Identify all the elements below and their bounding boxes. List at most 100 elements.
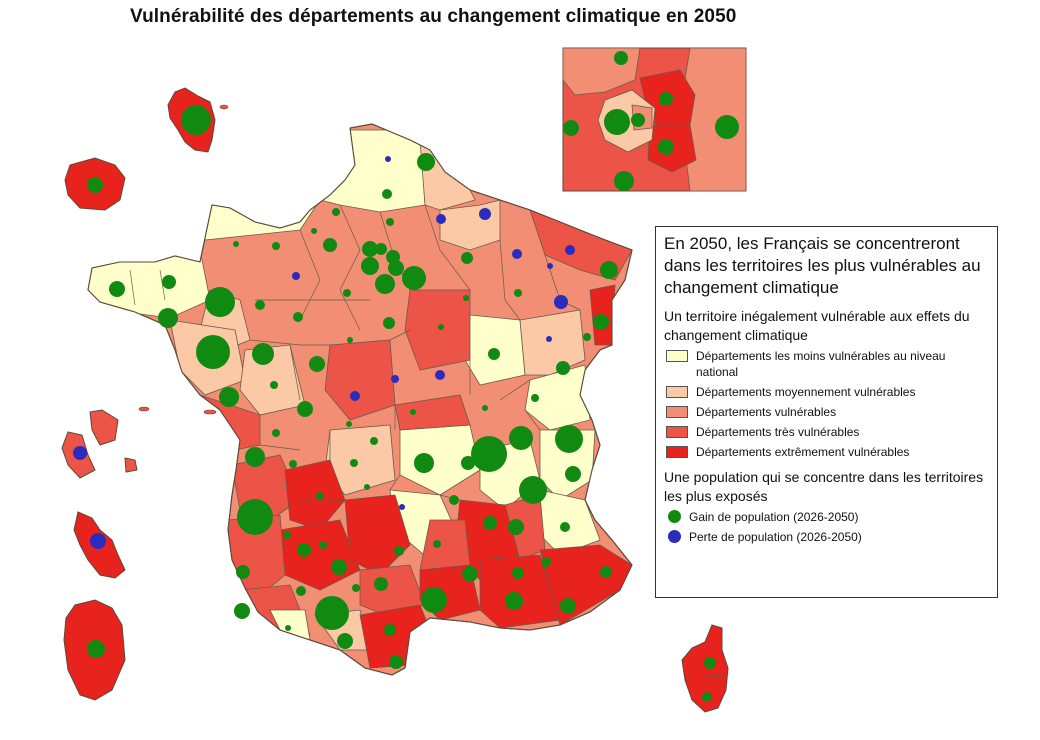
paris-inset	[562, 47, 747, 192]
population-gain-symbol	[614, 51, 628, 65]
population-gain-symbol	[237, 499, 273, 535]
legend-item-extremely-vulnerable: Départements extrêmement vulnérables	[664, 444, 989, 460]
population-gain-symbol	[87, 640, 105, 658]
population-gain-symbol	[461, 252, 473, 264]
population-gain-symbol	[600, 261, 618, 279]
population-gain-symbol	[285, 625, 291, 631]
population-gain-symbol	[388, 260, 404, 276]
population-gain-symbol	[350, 459, 358, 467]
population-gain-symbol	[384, 624, 396, 636]
population-gain-symbol	[311, 228, 317, 234]
legend-swatch	[666, 446, 688, 458]
population-loss-symbol	[73, 446, 87, 460]
population-gain-symbol	[205, 287, 235, 317]
population-gain-symbol	[87, 177, 103, 193]
population-gain-symbol	[417, 153, 435, 171]
population-gain-symbol	[270, 381, 278, 389]
population-gain-symbol	[519, 476, 547, 504]
population-loss-symbol	[554, 295, 568, 309]
population-gain-symbol	[332, 208, 340, 216]
population-gain-symbol	[343, 289, 351, 297]
population-gain-symbol	[531, 394, 539, 402]
population-gain-symbol	[658, 139, 674, 155]
population-gain-symbol	[461, 456, 475, 470]
legend-item-moderately-vulnerable: Départements moyennement vulnérables	[664, 384, 989, 400]
legend-item-label: Perte de population (2026-2050)	[689, 530, 862, 544]
population-gain-symbol	[563, 120, 579, 136]
population-gain-symbol	[289, 460, 297, 468]
population-gain-symbol	[370, 437, 378, 445]
legend-item-label: Départements extrêmement vulnérables	[696, 445, 910, 459]
population-gain-symbol	[508, 519, 524, 535]
population-gain-symbol	[315, 596, 349, 630]
population-gain-symbol	[364, 484, 370, 490]
population-gain-symbol	[421, 587, 447, 613]
population-gain-symbol	[389, 655, 403, 669]
population-loss-symbol	[350, 391, 360, 401]
population-gain-symbol	[361, 257, 379, 275]
population-gain-symbol	[482, 405, 488, 411]
legend-box: En 2050, les Français se concentreront d…	[655, 226, 998, 598]
population-gain-symbol	[245, 447, 265, 467]
guyane-shape	[61, 409, 138, 479]
population-gain-symbol	[383, 317, 395, 329]
population-gain-symbol	[463, 295, 469, 301]
legend-item-very-vulnerable: Départements très vulnérables	[664, 424, 989, 440]
population-gain-symbol	[375, 274, 395, 294]
legend-item-vulnerable: Départements vulnérables	[664, 404, 989, 420]
population-loss-symbol	[435, 370, 445, 380]
green-dot-icon	[668, 510, 681, 523]
legend-item-label: Départements moyennement vulnérables	[696, 385, 916, 399]
population-gain-symbol	[410, 409, 416, 415]
population-gain-symbol	[583, 333, 591, 341]
population-loss-symbol	[565, 245, 575, 255]
legend-item-label: Gain de population (2026-2050)	[689, 510, 859, 524]
population-gain-symbol	[331, 559, 347, 575]
population-symbols	[73, 51, 739, 702]
population-gain-symbol	[414, 453, 434, 473]
population-gain-symbol	[483, 516, 497, 530]
population-loss-symbol	[399, 504, 405, 510]
population-gain-symbol	[272, 242, 280, 250]
population-gain-symbol	[488, 348, 500, 360]
population-gain-symbol	[346, 421, 352, 427]
population-gain-symbol	[196, 335, 230, 369]
population-gain-symbol	[593, 314, 609, 330]
population-gain-symbol	[283, 531, 291, 539]
population-gain-symbol	[382, 189, 392, 199]
population-loss-symbol	[391, 375, 399, 383]
legend-item-label: Départements très vulnérables	[696, 425, 860, 439]
legend-heading: En 2050, les Français se concentreront d…	[664, 234, 981, 297]
legend-item-least-vulnerable: Départements les moins vulnérables au ni…	[664, 348, 989, 380]
population-gain-symbol	[702, 692, 712, 702]
population-gain-symbol	[181, 105, 211, 135]
population-gain-symbol	[109, 281, 125, 297]
blue-dot-icon	[668, 530, 681, 543]
population-gain-symbol	[509, 426, 533, 450]
population-gain-symbol	[323, 238, 337, 252]
population-gain-symbol	[471, 436, 507, 472]
population-loss-symbol	[385, 156, 391, 162]
population-gain-symbol	[162, 275, 176, 289]
population-gain-symbol	[236, 565, 250, 579]
population-loss-symbol	[90, 533, 106, 549]
legend-item-population-loss: Perte de population (2026-2050)	[664, 529, 989, 545]
population-gain-symbol	[319, 541, 327, 549]
population-loss-symbol	[292, 272, 300, 280]
population-gain-symbol	[337, 633, 353, 649]
population-gain-symbol	[556, 361, 570, 375]
population-gain-symbol	[604, 109, 630, 135]
population-gain-symbol	[374, 577, 388, 591]
population-gain-symbol	[272, 429, 280, 437]
population-gain-symbol	[386, 218, 394, 226]
population-gain-symbol	[394, 546, 404, 556]
population-gain-symbol	[560, 522, 570, 532]
population-gain-symbol	[297, 401, 313, 417]
corse-shape	[681, 624, 729, 713]
population-gain-symbol	[704, 657, 716, 669]
population-gain-symbol	[541, 557, 551, 567]
population-gain-symbol	[233, 241, 239, 247]
population-gain-symbol	[347, 337, 353, 343]
legend-item-label: Départements les moins vulnérables au ni…	[696, 349, 946, 379]
